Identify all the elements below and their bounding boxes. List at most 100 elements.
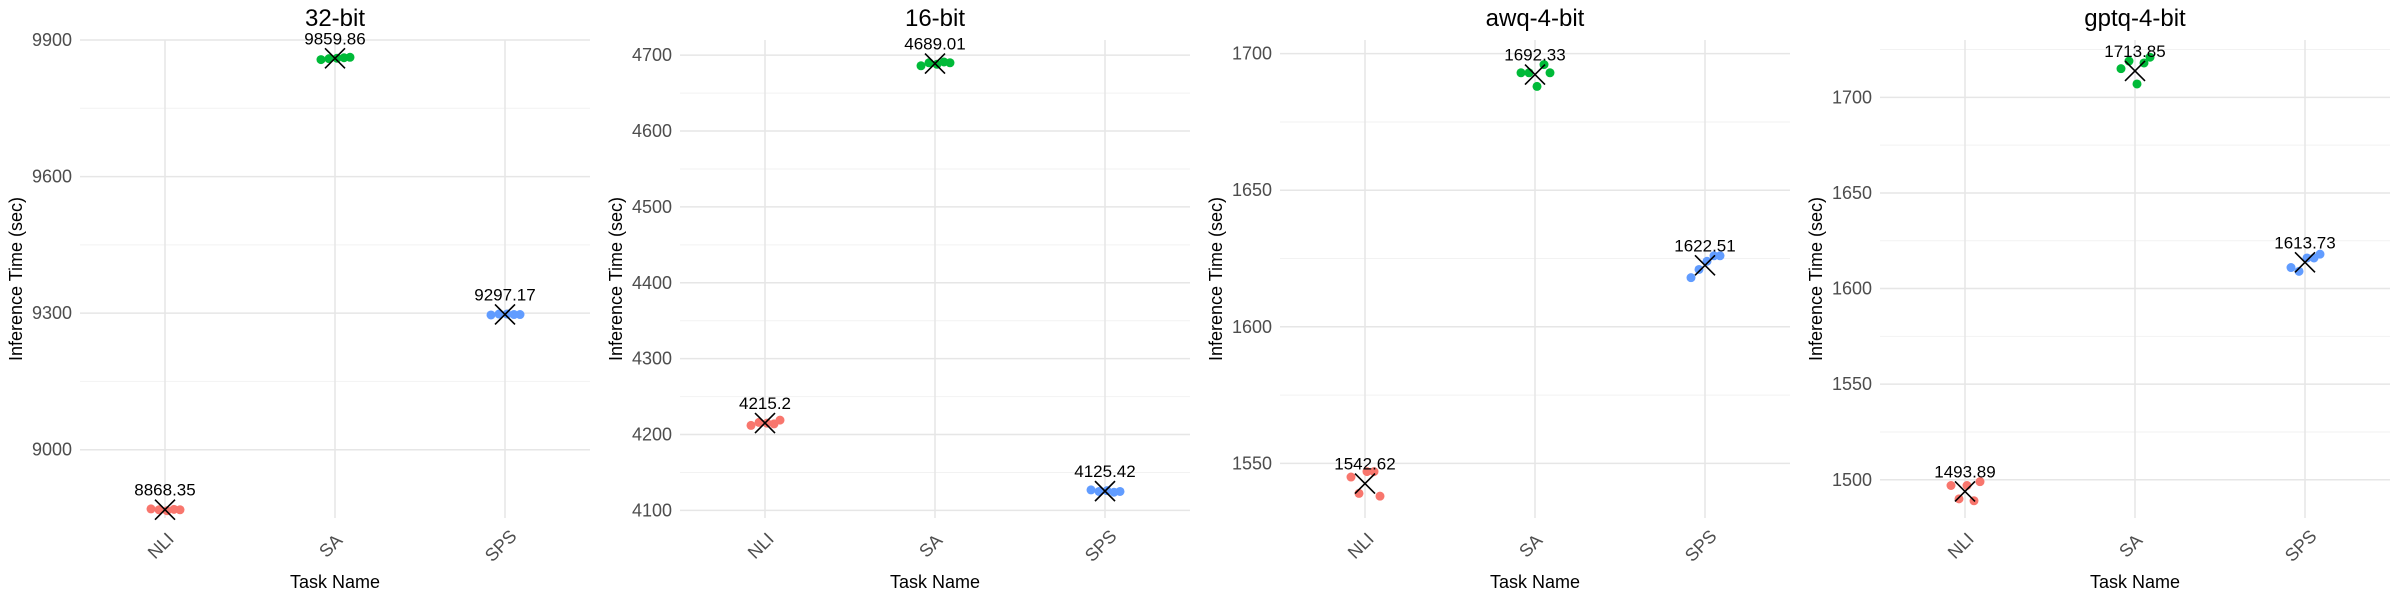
chart-panel-2: 1550 1600 1650 1700 NLI SA SPS awq-4-bit Task Na… [1206,5,1790,592]
mean-marker [1954,480,1976,503]
data-point [1545,68,1555,78]
x-tick-label: NLI [1944,529,1978,563]
data-point [775,415,785,425]
x-tick-label: NLI [744,529,778,563]
data-point [486,310,496,320]
y-axis-title: Inference Time (sec) [1206,197,1226,361]
x-axis-title: Task Name [890,572,980,592]
mean-label: 1622.51 [1674,236,1735,255]
y-axis-title: Inference Time (sec) [6,197,26,361]
panel-title: 16-bit [905,5,965,32]
data-point [2145,52,2155,62]
data-point [1369,467,1379,477]
y-tick-label: 4100 [632,500,672,520]
x-tick-label: SPS [1681,526,1721,566]
y-tick-label: 1550 [1832,374,1872,394]
y-tick-label: 1650 [1832,183,1872,203]
x-tick-label: SA [2115,530,2146,561]
panel-title: awq-4-bit [1486,5,1585,32]
y-tick-label: 1650 [1232,180,1272,200]
mean-label: 8868.35 [134,481,195,500]
chart-panel-1: 4100 4200 4300 4400 4500 4600 4700 NLI SA SPS 16-b… [606,5,1190,592]
y-tick-label: 4300 [632,349,672,369]
y-tick-label: 1700 [1832,87,1872,107]
y-tick-label: 4200 [632,425,672,445]
y-tick-label: 9600 [32,167,72,187]
data-point [2132,79,2142,89]
chart-panel-0: 9000 9300 9600 9900 NLI SA SPS 32-bit Task Name I… [6,5,590,592]
mean-label: 9859.86 [304,29,365,48]
data-point [1086,485,1096,495]
data-point [916,61,926,71]
data-point [146,504,156,514]
y-tick-label: 1700 [1232,44,1272,64]
x-tick-label: SPS [481,526,521,566]
y-tick-label: 4400 [632,273,672,293]
data-point [945,58,955,68]
mean-marker [2124,60,2146,82]
data-point [762,418,772,428]
mean-label: 1542.62 [1334,455,1395,474]
mean-label: 1713.85 [2104,42,2165,61]
mean-marker [494,303,516,325]
x-axis-title: Task Name [290,572,380,592]
data-point [2294,266,2304,276]
data-point [1946,480,1956,490]
y-tick-label: 9000 [32,440,72,460]
mean-marker [1694,254,1716,276]
x-tick-label: NLI [144,529,178,563]
y-axis-title: Inference Time (sec) [1806,197,1826,361]
mean-marker [1354,472,1376,495]
y-tick-label: 1600 [1232,317,1272,337]
x-axis-title: Task Name [1490,572,1580,592]
data-point [1094,486,1104,496]
data-point [1362,467,1372,477]
data-point [1715,251,1725,261]
mean-marker [154,499,176,521]
data-point [175,505,185,515]
mean-marker [754,412,776,434]
x-tick-label: SA [915,530,946,561]
data-point [2302,253,2312,263]
data-point [1102,486,1112,496]
data-point [1115,486,1125,496]
chart-panel-3: 1500 1550 1600 1650 1700 NLI SA SPS gptq-4-bit Ta… [1806,5,2390,592]
data-point [1702,256,1712,266]
y-tick-label: 4600 [632,121,672,141]
x-tick-label: SPS [2281,526,2321,566]
data-point [332,53,342,63]
mean-marker [924,52,946,75]
x-axis-title: Task Name [2090,572,2180,592]
y-tick-label: 9900 [32,30,72,50]
y-tick-label: 9300 [32,303,72,323]
y-tick-label: 4500 [632,197,672,217]
mean-marker [1094,480,1116,502]
mean-label: 4689.01 [904,35,965,54]
data-point [932,59,942,69]
y-tick-label: 1600 [1832,279,1872,299]
x-tick-label: SPS [1081,526,1121,566]
mean-label: 4215.2 [739,394,791,413]
mean-marker [2294,251,2316,273]
data-point [2286,263,2296,273]
mean-label: 9297.17 [474,285,535,304]
mean-label: 4125.42 [1074,462,1135,481]
y-tick-label: 1500 [1832,470,1872,490]
mean-label: 1493.89 [1934,462,1995,481]
data-point [2116,64,2126,74]
data-point [154,505,164,515]
mean-label: 1613.73 [2274,233,2335,252]
x-tick-label: SA [315,530,346,561]
y-tick-label: 1550 [1232,453,1272,473]
y-axis-title: Inference Time (sec) [606,197,626,361]
data-point [1346,472,1356,482]
panel-title: 32-bit [305,5,365,32]
data-point [515,310,525,320]
data-point [746,420,756,430]
data-point [1694,264,1704,274]
panel-title: gptq-4-bit [2084,5,2186,32]
mean-marker [1524,64,1546,86]
data-point [316,55,326,65]
data-point [1954,494,1964,504]
